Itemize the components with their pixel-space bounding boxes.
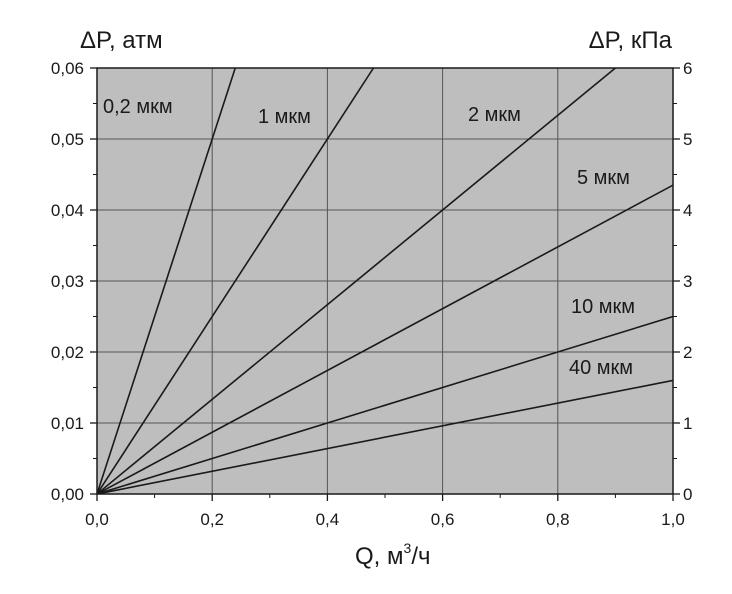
y-right-tick-label: 3 (683, 272, 692, 291)
y-right-axis-title: ΔP, кПа (589, 27, 673, 54)
y-left-tick-label: 0,06 (51, 59, 84, 78)
x-tick-label: 0,6 (431, 510, 455, 529)
y-left-axis-title: ΔP, атм (80, 27, 163, 54)
series-label-3: 5 мкм (577, 167, 630, 189)
x-tick-label: 0,8 (546, 510, 570, 529)
y-right-tick-label: 5 (683, 130, 692, 149)
y-left-tick-label: 0,03 (51, 272, 84, 291)
series-label-1: 1 мкм (258, 106, 311, 128)
y-left-tick-label: 0,02 (51, 343, 84, 362)
series-label-2: 2 мкм (468, 104, 521, 126)
y-right-tick-label: 2 (683, 343, 692, 362)
x-axis-title: Q, м3/ч (355, 540, 430, 570)
plot-area (96, 67, 674, 495)
x-axis-title-main: Q, м (355, 543, 404, 570)
y-right-tick-label: 0 (683, 485, 692, 504)
series-line-4 (97, 315, 673, 494)
series-line-2 (97, 68, 616, 494)
series-label-5: 40 мкм (569, 357, 633, 379)
x-axis-title-tail: /ч (411, 543, 430, 570)
series-line-3 (97, 184, 673, 494)
series-line-0 (97, 68, 237, 494)
x-tick-label: 0,2 (200, 510, 224, 529)
series-line-1 (97, 68, 375, 494)
x-axis-title-sup: 3 (404, 540, 412, 556)
x-tick-label: 0,0 (85, 510, 109, 529)
y-right-tick-label: 4 (683, 201, 692, 220)
y-left-tick-label: 0,00 (51, 485, 84, 504)
y-right-tick-label: 6 (683, 59, 692, 78)
y-left-tick-label: 0,01 (51, 414, 84, 433)
series-label-4: 10 мкм (571, 296, 635, 318)
x-tick-label: 0,4 (316, 510, 340, 529)
label-layer: 0,2 мкм 1 мкм 2 мкм 5 мкм 10 мкм 40 мкм (103, 96, 635, 379)
series-label-0: 0,2 мкм (103, 96, 173, 118)
series-line-5 (97, 379, 673, 494)
x-tick-label: 1,0 (661, 510, 685, 529)
y-left-tick-label: 0,05 (51, 130, 84, 149)
tick-layer: 0,0 0,2 0,4 0,6 0,8 1,0 0,00 0,01 0,02 0,03 0,04 0,… (51, 59, 693, 529)
y-right-tick-label: 1 (683, 414, 692, 433)
y-left-tick-label: 0,04 (51, 201, 84, 220)
